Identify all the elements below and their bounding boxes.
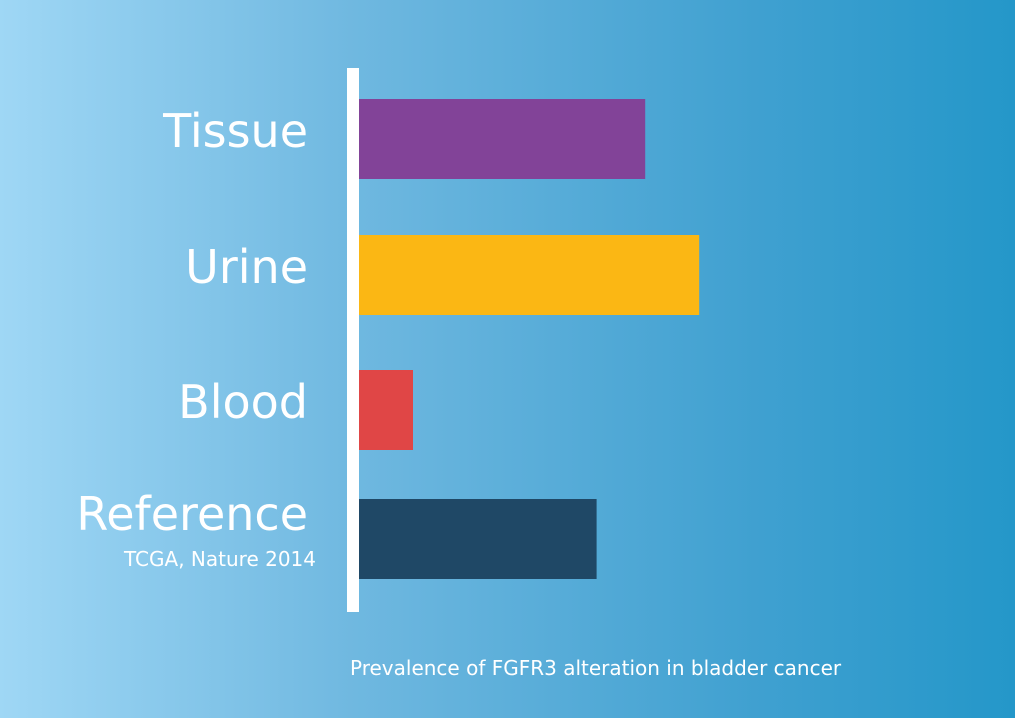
bar-tissue [359,99,646,179]
y-axis-line [347,68,359,612]
bar-reference [359,499,597,579]
chart-caption: Prevalence of FGFR3 alteration in bladde… [350,656,842,680]
category-label-blood: Blood [178,375,308,429]
bar-urine [359,235,700,315]
category-label-reference: Reference [76,487,308,541]
bar-blood [359,370,413,450]
category-label-tissue: Tissue [162,104,308,158]
category-sublabel-reference: TCGA, Nature 2014 [123,547,316,571]
category-label-urine: Urine [185,240,308,294]
